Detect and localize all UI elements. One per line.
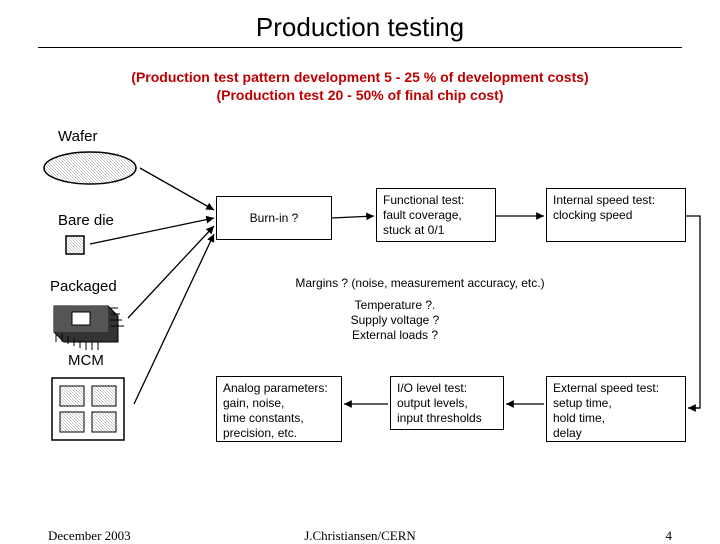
box-analog-text: Analog parameters: gain, noise, time con… <box>223 381 328 441</box>
title-rule <box>38 47 682 48</box>
mcm-icon <box>46 372 132 448</box>
stage-label-mcm: MCM <box>68 352 104 369</box>
box-analog: Analog parameters: gain, noise, time con… <box>216 376 342 442</box>
supply-label: Supply voltage ? <box>310 313 480 328</box>
bare-die-icon <box>62 232 92 262</box>
stage-label-packaged: Packaged <box>50 278 117 295</box>
subtitle: (Production test pattern development 5 -… <box>0 68 720 104</box>
stage-label-wafer: Wafer <box>58 128 97 145</box>
stage-label-baredie: Bare die <box>58 212 114 229</box>
footer-date: December 2003 <box>48 528 131 544</box>
subtitle-line-2: (Production test 20 - 50% of final chip … <box>0 86 720 104</box>
temperature-label: Temperature ?. <box>310 298 480 313</box>
box-functional: Functional test: fault coverage, stuck a… <box>376 188 496 242</box>
wafer-icon <box>40 148 140 188</box>
box-io-level: I/O level test: output levels, input thr… <box>390 376 504 430</box>
box-internal-speed-text: Internal speed test: clocking speed <box>553 193 655 223</box>
box-burnin: Burn-in ? <box>216 196 332 240</box>
loads-label: External loads ? <box>310 328 480 343</box>
box-burnin-text: Burn-in ? <box>250 211 299 226</box>
box-external-speed-text: External speed test: setup time, hold ti… <box>553 381 659 441</box>
subtitle-line-1: (Production test pattern development 5 -… <box>0 68 720 86</box>
box-internal-speed: Internal speed test: clocking speed <box>546 188 686 242</box>
box-io-level-text: I/O level test: output levels, input thr… <box>397 381 482 426</box>
footer-author: J.Christiansen/CERN <box>304 528 416 544</box>
footer-page: 4 <box>666 528 673 544</box>
page-title: Production testing <box>0 0 720 43</box>
box-external-speed: External speed test: setup time, hold ti… <box>546 376 686 442</box>
box-functional-text: Functional test: fault coverage, stuck a… <box>383 193 464 238</box>
margins-label: Margins ? (noise, measurement accuracy, … <box>260 276 580 291</box>
packaged-chip-icon <box>46 298 126 350</box>
